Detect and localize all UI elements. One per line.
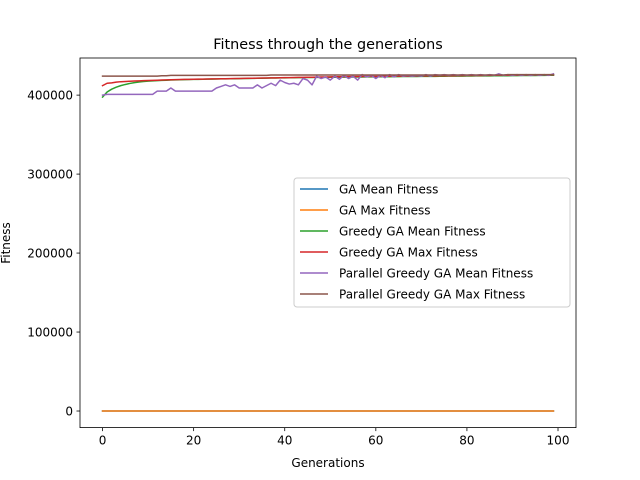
- series-line-6: [101, 73, 555, 77]
- legend-label-2: GA Max Fitness: [339, 203, 431, 217]
- y-tick-label: 0: [65, 404, 73, 418]
- x-tick-label: 20: [186, 434, 201, 448]
- legend-label-3: Greedy GA Mean Fitness: [339, 224, 486, 238]
- y-tick-label: 300000: [27, 167, 73, 181]
- legend: GA Mean Fitness GA Max Fitness Greedy GA M…: [293, 177, 571, 308]
- y-axis-title: Fitness: [0, 222, 13, 264]
- legend-box: [293, 177, 571, 308]
- chart-title: Fitness through the generations: [213, 37, 442, 53]
- legend-label-1: GA Mean Fitness: [339, 182, 438, 196]
- plot-lines: [101, 72, 555, 412]
- x-tick-label: 100: [547, 434, 570, 448]
- plot-frame: [79, 57, 577, 429]
- x-tick-label: 80: [459, 434, 474, 448]
- x-axis-title: Generations: [291, 456, 364, 470]
- x-tick-label: 0: [99, 434, 107, 448]
- x-tick-label: 60: [368, 434, 383, 448]
- legend-label-6: Parallel Greedy GA Max Fitness: [339, 287, 525, 301]
- x-tick-label: 40: [277, 434, 292, 448]
- legend-label-5: Parallel Greedy GA Mean Fitness: [339, 266, 533, 280]
- x-axis: 0 20 40 60 80 100: [99, 427, 570, 448]
- y-tick-label: 200000: [27, 246, 73, 260]
- y-tick-label: 400000: [27, 88, 73, 102]
- y-axis: 0 100000 200000 300000 400000: [27, 88, 80, 418]
- legend-label-4: Greedy GA Max Fitness: [339, 245, 478, 259]
- y-tick-label: 100000: [27, 325, 73, 339]
